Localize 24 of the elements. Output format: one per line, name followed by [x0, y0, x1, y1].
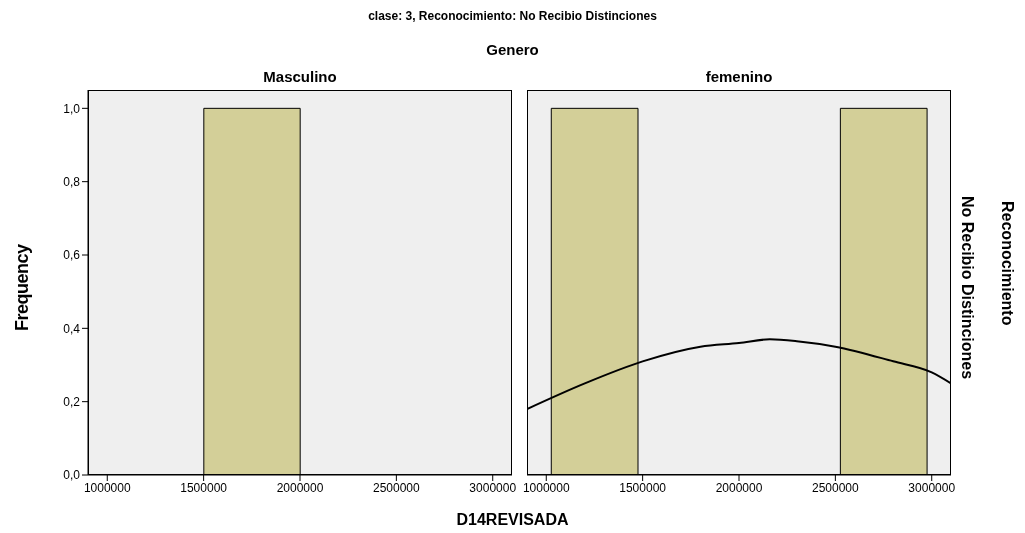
- x-axis-title: D14REVISADA: [455, 511, 570, 529]
- x-tick-label: 1500000: [619, 480, 667, 495]
- x-tick-label: 2500000: [812, 480, 860, 495]
- x-tick-label: 3000000: [908, 480, 956, 495]
- y-tick-label: 0,4: [63, 321, 81, 336]
- x-tick-label: 1000000: [522, 480, 570, 495]
- text: No Recibio Distinciones: [958, 195, 976, 382]
- x-tick-label: 1500000: [180, 480, 228, 495]
- x-tick-label: 2500000: [373, 480, 421, 495]
- chart-title: femenino: [704, 68, 774, 85]
- chart-title: Masculino: [262, 68, 338, 85]
- text: Genero: [485, 41, 540, 58]
- text: Reconocimiento: [998, 199, 1016, 328]
- y-tick-label: 0,0: [63, 468, 81, 483]
- y-tick-label: 0,6: [63, 248, 81, 263]
- x-tick-label: 2000000: [715, 480, 763, 495]
- text: clase: 3, Reconocimiento: No Recibio Distinciones: [367, 9, 658, 23]
- y-tick-label: 1,0: [63, 101, 81, 116]
- y-tick-label: 0,8: [63, 174, 81, 189]
- y-tick-label: 0,2: [63, 394, 81, 409]
- x-tick-label: 3000000: [469, 480, 517, 495]
- x-tick-label: 1000000: [83, 480, 131, 495]
- x-tick-label: 2000000: [276, 480, 324, 495]
- y-axis-title: Frequency: [12, 243, 33, 334]
